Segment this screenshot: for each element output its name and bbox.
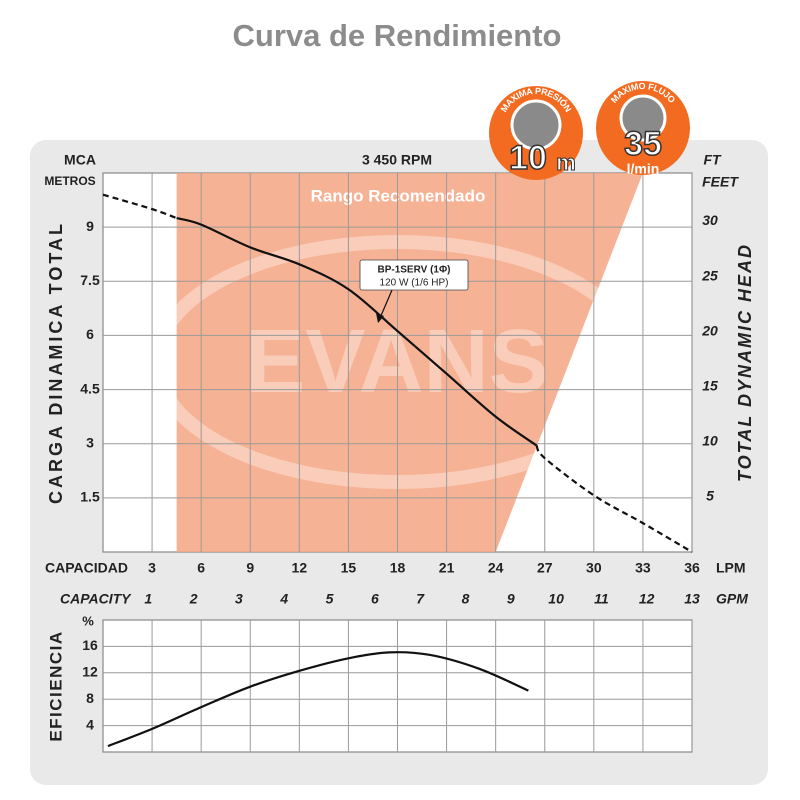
x-tick-label: 21 (439, 560, 455, 576)
x2-tick-label: 5 (326, 591, 334, 607)
x-tick-label: 3 (148, 560, 156, 576)
y-unit: % (82, 613, 94, 628)
y-label-top: MCA (64, 152, 96, 168)
x2-tick-label: 13 (684, 591, 700, 607)
x-tick-label: 36 (684, 560, 700, 576)
y-label: EFICIENCIA (46, 630, 65, 741)
badge: MAXIMA PRESIÓN 10 m (489, 86, 583, 180)
x2-tick-label: 11 (594, 591, 609, 607)
y2-unit: FEET (702, 174, 739, 190)
annotation-arrow (379, 289, 393, 319)
y-tick-label: 8 (86, 690, 94, 706)
annotation-box (359, 259, 469, 291)
y-tick-label: 4 (86, 716, 94, 732)
x2-tick-label: 4 (279, 591, 288, 607)
badge-value: 35 (624, 125, 662, 163)
y-tick-label: 12 (82, 664, 98, 680)
curve (176, 217, 538, 447)
rpm-label: 3 450 RPM (362, 152, 432, 168)
dashed-curve (102, 193, 178, 220)
y-tick-label: 16 (82, 637, 98, 653)
x-tick-label: 12 (292, 560, 308, 576)
y2-tick-label: 25 (701, 267, 718, 283)
y-label: CARGA DINAMICA TOTAL (46, 221, 66, 504)
x2-tick-label: 7 (416, 591, 425, 607)
y-tick-label: 3 (86, 434, 94, 450)
x-tick-label: 33 (635, 560, 651, 576)
y2-tick-label: 15 (702, 377, 718, 393)
y-tick-label: 9 (86, 218, 94, 234)
curve (107, 651, 529, 748)
x2-unit: GPM (716, 591, 748, 607)
badge-unit: m (556, 150, 576, 175)
x2-tick-label: 10 (548, 591, 564, 607)
annotation: 120 W (1/6 HP) (380, 278, 449, 289)
y2-label: TOTAL DYNAMIC HEAD (735, 243, 755, 482)
x2-tick-label: 8 (462, 591, 470, 607)
x2-tick-label: 2 (189, 591, 198, 607)
x-tick-label: 27 (537, 560, 553, 576)
x2-tick-label: 6 (371, 591, 379, 607)
y-tick-label: 4.5 (80, 380, 100, 396)
x-tick-label: 6 (197, 560, 205, 576)
x2-tick-label: 1 (144, 591, 152, 607)
x2-tick-label: 9 (507, 591, 515, 607)
x-tick-label: 18 (390, 560, 406, 576)
annotation: BP-1SERV (1Φ) (377, 265, 450, 276)
badge-value: 10 (509, 139, 547, 177)
y-tick-label: 7.5 (80, 272, 100, 288)
x-tick-label: 9 (246, 560, 254, 576)
annotation-arrowhead (376, 313, 384, 323)
y2-tick-label: 5 (706, 488, 714, 504)
x-unit: LPM (716, 560, 746, 576)
x2-label: CAPACITY (60, 591, 132, 607)
y-tick-label: 6 (86, 326, 94, 342)
x-tick-label: 24 (488, 560, 504, 576)
y-unit: METROS (44, 174, 95, 188)
dashed-curve (535, 444, 693, 553)
x2-tick-label: 3 (235, 591, 243, 607)
y2-tick-label: 20 (701, 322, 718, 338)
water-icon (619, 94, 667, 142)
y2-tick-label: 30 (702, 212, 718, 228)
page-title: Curva de Rendimiento (233, 18, 562, 53)
recommended-range (176, 173, 643, 552)
badge-unit: l/min (627, 161, 660, 177)
x-tick-label: 30 (586, 560, 602, 576)
y2-label-top: FT (703, 152, 722, 168)
badge: MAXIMO FLUJO 35 l/min (596, 81, 690, 177)
x-label: CAPACIDAD (45, 560, 128, 576)
gauge-icon (510, 99, 562, 151)
y-tick-label: 1.5 (80, 489, 100, 505)
x-tick-label: 15 (341, 560, 357, 576)
y2-tick-label: 10 (702, 433, 718, 449)
x2-tick-label: 12 (639, 591, 655, 607)
